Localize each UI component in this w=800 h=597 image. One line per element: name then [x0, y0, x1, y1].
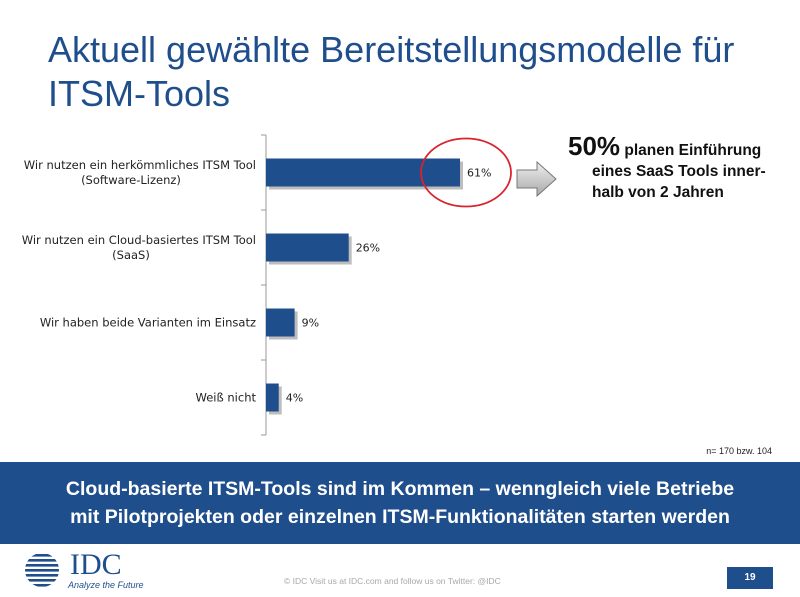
- callout-percent: 50%: [568, 131, 621, 161]
- page-title: Aktuell gewählte Bereitstellungsmodelle …: [48, 28, 768, 116]
- category-label: Wir nutzen ein Cloud-basiertes ITSM Tool: [22, 233, 256, 247]
- value-label: 9%: [302, 317, 319, 330]
- title-line-2: ITSM-Tools: [48, 73, 231, 114]
- sample-size-note: n= 170 bzw. 104: [706, 446, 772, 456]
- bar-4: [266, 383, 279, 412]
- footer-text: © IDC Visit us at IDC.com and follow us …: [284, 576, 501, 586]
- bar-3: [266, 308, 295, 337]
- category-label: (SaaS): [112, 248, 150, 262]
- category-label: Weiß nicht: [196, 391, 257, 405]
- bar-1: [266, 158, 460, 187]
- category-label: (Software-Lizenz): [81, 173, 181, 187]
- globe-icon: [25, 554, 59, 587]
- callout-line-3: halb von 2 Jahren: [592, 184, 724, 201]
- value-label: 26%: [356, 242, 380, 255]
- highlight-ellipse: [420, 137, 512, 208]
- summary-banner: Cloud-basierte ITSM-Tools sind im Kommen…: [0, 462, 800, 544]
- title-line-1: Aktuell gewählte Bereitstellungsmodelle …: [48, 29, 735, 70]
- callout-text: 50% planen Einführung eines SaaS Tools i…: [568, 133, 798, 203]
- bar-chart: 61% Wir nutzen ein herkömmliches ITSM Too…: [22, 134, 557, 436]
- category-label: Wir nutzen ein herkömmliches ITSM Tool: [24, 158, 256, 172]
- banner-line-1: Cloud-basierte ITSM-Tools sind im Kommen…: [65, 478, 735, 500]
- callout-line-1: planen Einführung: [624, 142, 762, 159]
- category-label: Wir haben beide Varianten im Einsatz: [40, 316, 256, 330]
- idc-logo: IDC Analyze the Future: [22, 550, 152, 592]
- page-number: 19: [727, 567, 773, 589]
- bar-2: [266, 233, 349, 262]
- value-label: 4%: [286, 392, 303, 405]
- logo-wordmark: IDC: [70, 548, 122, 581]
- logo-tagline: Analyze the Future: [68, 580, 144, 590]
- arrow-right-icon: [516, 160, 557, 198]
- banner-line-2: mit Pilotprojekten oder einzelnen ITSM-F…: [70, 506, 730, 528]
- value-label: 61%: [467, 167, 491, 180]
- callout-line-2: eines SaaS Tools inner-: [592, 163, 766, 180]
